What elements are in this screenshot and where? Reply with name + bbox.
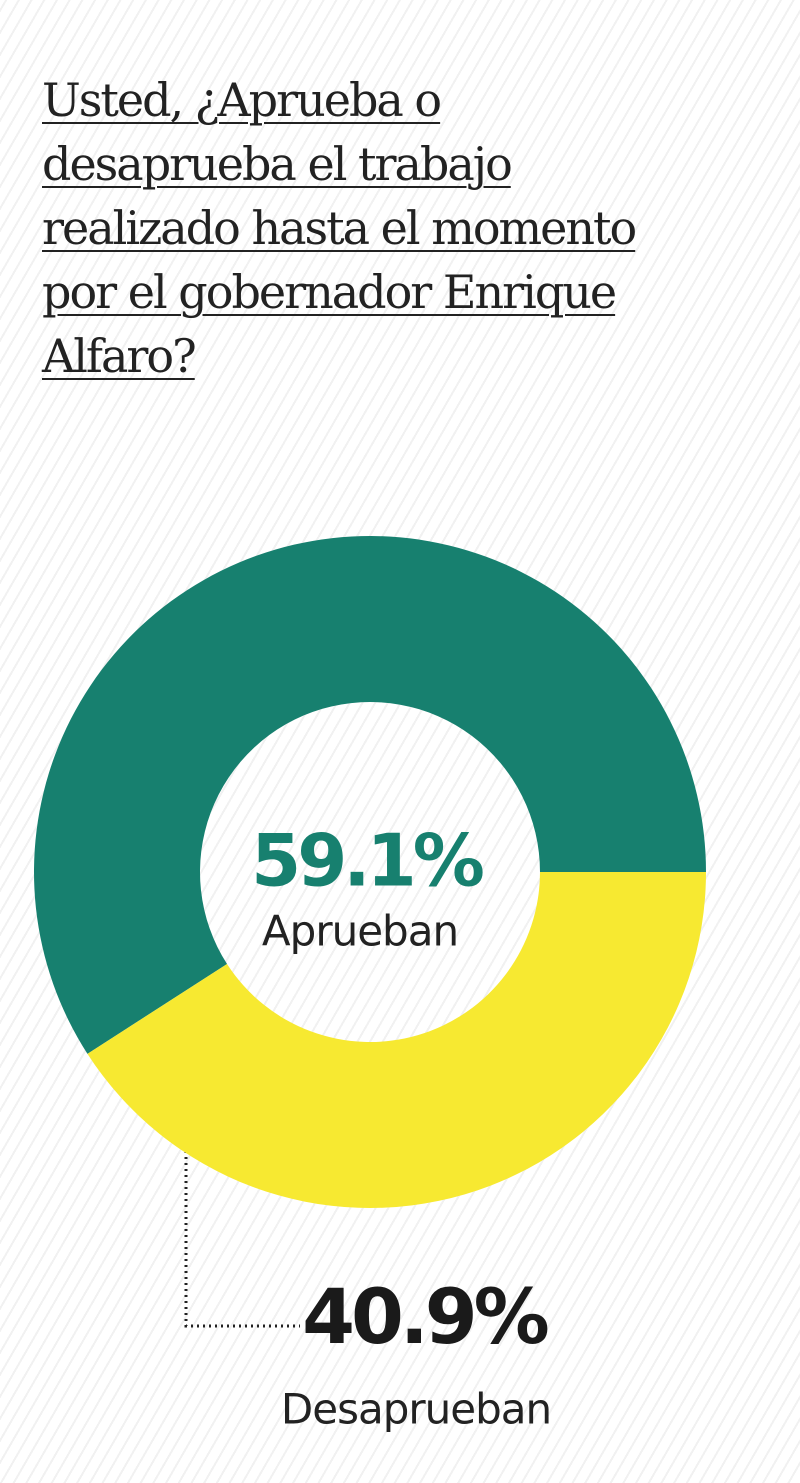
- donut-segment: [34, 536, 707, 1054]
- donut-segment: [87, 872, 706, 1208]
- category-label: Desaprueban: [281, 1385, 551, 1434]
- leader-line: [184, 1085, 300, 1328]
- value-label: 40.9%: [302, 1272, 548, 1361]
- category-label: Aprueban: [262, 907, 458, 956]
- value-label: 59.1%: [251, 819, 483, 903]
- chart-title: Usted, ¿Aprueba o desaprueba el trabajo …: [42, 73, 637, 383]
